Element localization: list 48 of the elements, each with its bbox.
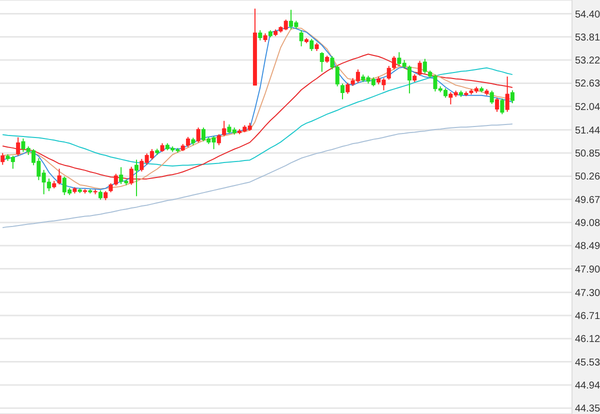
y-tick-label: 50.26 (575, 172, 600, 183)
y-tick-label: 48.49 (575, 241, 600, 252)
y-tick-label: 53.22 (575, 56, 600, 67)
candlestick (129, 166, 134, 186)
candlestick (196, 127, 200, 143)
line-series (2, 124, 513, 228)
y-tick-label: 47.90 (575, 264, 600, 276)
candlestick (104, 190, 108, 201)
y-tick-label: 53.81 (575, 32, 600, 44)
y-tick-label: 44.35 (575, 404, 600, 414)
y-tick-label: 46.12 (575, 334, 600, 346)
candlestick (222, 120, 226, 137)
candlestick (57, 168, 62, 185)
candlestick (114, 173, 118, 186)
candlestick (16, 136, 20, 156)
y-tick-label: 54.40 (575, 9, 600, 20)
candlestick (495, 97, 500, 112)
candlestick (310, 38, 314, 52)
candlestick (510, 90, 514, 104)
candlestick (299, 30, 304, 47)
candlestick (392, 56, 396, 70)
candlestick (108, 182, 113, 193)
candlestick (500, 98, 504, 115)
y-tick-label: 49.08 (575, 218, 600, 230)
candlestick (340, 83, 345, 100)
candlestick (422, 58, 427, 74)
candlestick (0, 152, 5, 166)
candlestick (346, 82, 350, 94)
candlestick (186, 136, 190, 148)
y-tick-label: 50.85 (575, 148, 600, 160)
candlestick (98, 190, 102, 200)
y-tick-label: 51.44 (575, 125, 600, 136)
candlestick (386, 65, 391, 80)
candlestick (418, 60, 422, 76)
candlestick (490, 90, 494, 104)
candlestick (134, 159, 139, 197)
candlestick (505, 76, 510, 112)
y-tick-label: 52.63 (575, 78, 600, 90)
y-tick-label: 52.04 (575, 102, 600, 113)
candlestick (258, 30, 262, 41)
y-tick-label: 45.53 (575, 357, 600, 368)
y-tick-label: 46.71 (575, 311, 600, 322)
y-tick-label: 44.94 (575, 380, 600, 392)
y-tick-label: 49.67 (575, 194, 600, 206)
y-tick-label: 47.30 (575, 288, 600, 299)
candlestick (407, 65, 412, 94)
candlestick (216, 134, 221, 146)
candlestick (320, 52, 324, 72)
